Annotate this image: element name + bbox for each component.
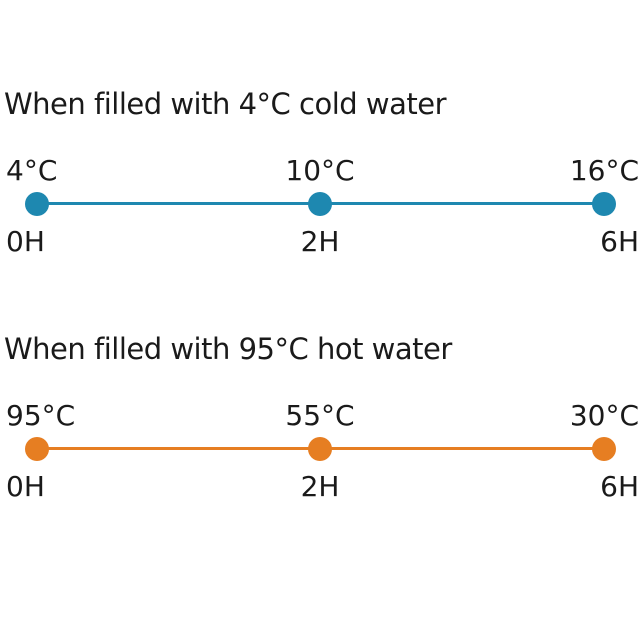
hot-time-label: 0H [6, 470, 45, 503]
hot-time-label: 2H [300, 470, 340, 503]
cold-marker-dot [25, 192, 49, 216]
hot-water-title: When filled with 95°C hot water [4, 332, 452, 366]
cold-marker-dot [308, 192, 332, 216]
hot-marker-dot [308, 437, 332, 461]
hot-temp-label: 95°C [6, 399, 76, 432]
cold-temp-label: 4°C [6, 154, 58, 187]
cold-water-timeline: When filled with 4°C cold water 4°C 0H 1… [0, 80, 640, 270]
hot-water-timeline: When filled with 95°C hot water 95°C 0H … [0, 325, 640, 515]
cold-time-label: 0H [6, 225, 45, 258]
cold-water-title: When filled with 4°C cold water [4, 87, 447, 121]
hot-marker-dot [25, 437, 49, 461]
cold-time-label: 2H [300, 225, 340, 258]
cold-time-label: 6H [600, 225, 639, 258]
cold-marker-dot [592, 192, 616, 216]
cold-temp-label: 10°C [285, 154, 355, 187]
cold-temp-label: 16°C [569, 154, 639, 187]
hot-time-label: 6H [600, 470, 639, 503]
hot-temp-label: 55°C [285, 399, 355, 432]
hot-temp-label: 30°C [569, 399, 639, 432]
hot-marker-dot [592, 437, 616, 461]
